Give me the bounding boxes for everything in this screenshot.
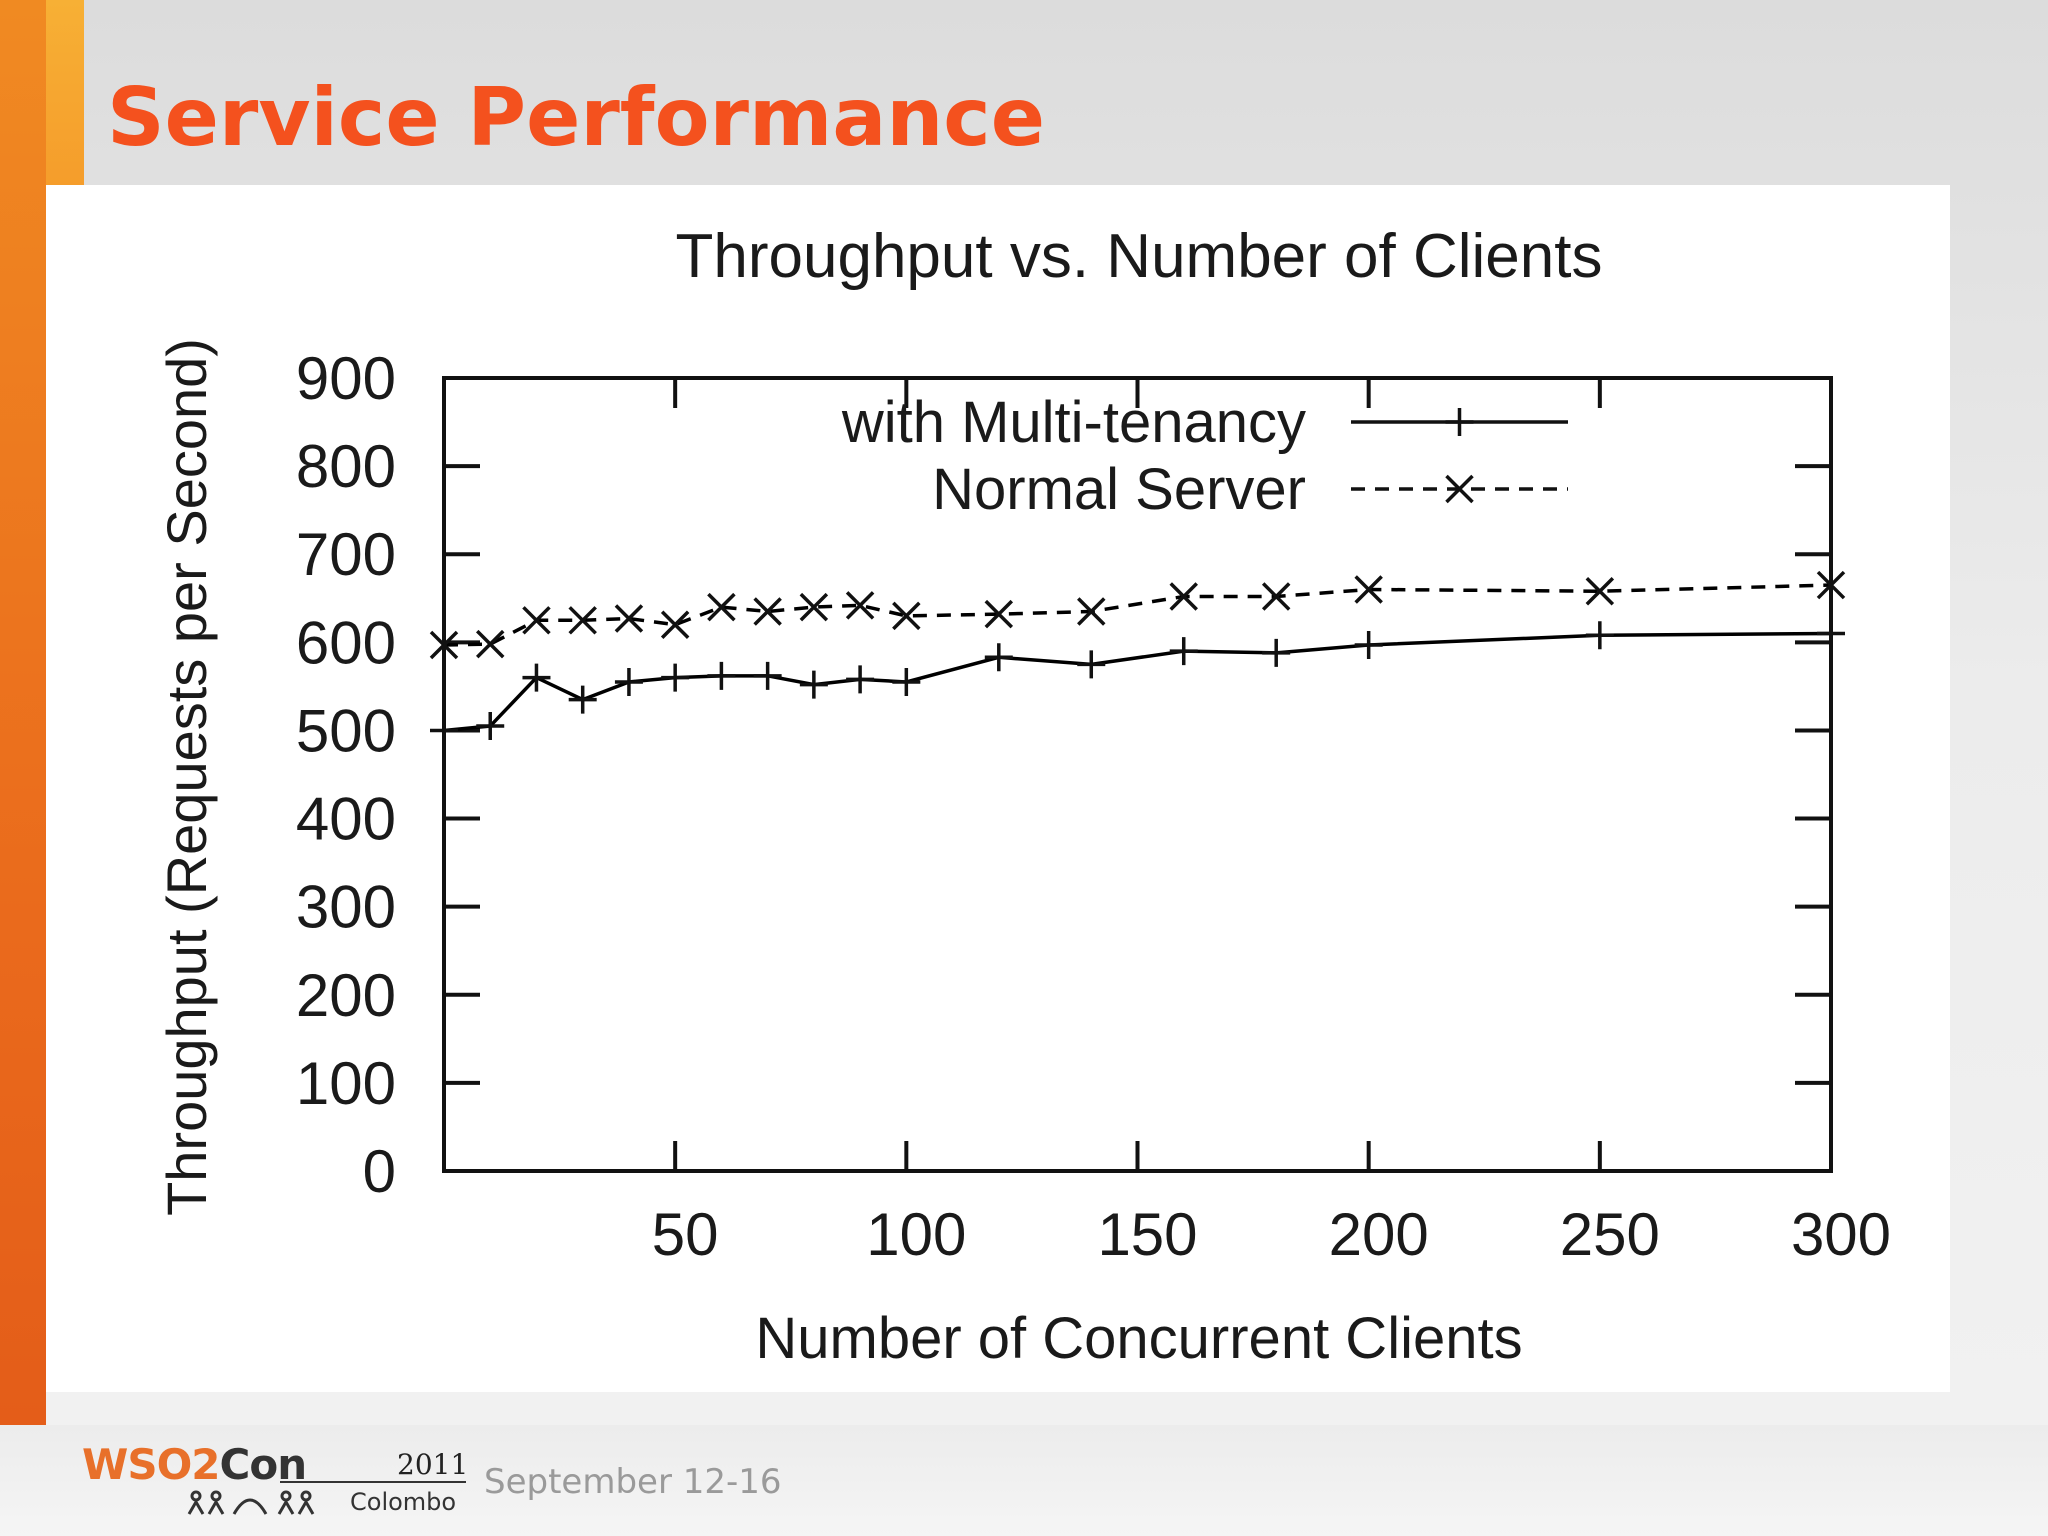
top-accent-bar <box>46 0 84 185</box>
series-normal-server <box>429 570 1846 660</box>
data-point-cross <box>614 604 644 633</box>
data-point-cross <box>429 630 459 660</box>
y-axis-label: Throughput (Requests per Second) <box>155 338 218 1216</box>
x-tick-label: 250 <box>1560 1201 1660 1268</box>
footer <box>0 1425 2048 1536</box>
logo-city: Colombo <box>350 1488 457 1516</box>
legend-marker-plus <box>1445 408 1474 436</box>
logo-wso2: WSO2 <box>82 1440 221 1489</box>
y-tick-label: 700 <box>296 521 396 588</box>
data-point-cross <box>799 592 829 622</box>
x-tick-label: 200 <box>1329 1201 1429 1268</box>
y-tick-label: 500 <box>296 697 396 764</box>
x-tick-label: 150 <box>1097 1201 1197 1268</box>
data-point-plus <box>1169 637 1198 666</box>
y-tick-label: 900 <box>296 345 396 412</box>
data-point-plus <box>799 670 828 699</box>
people-icon <box>187 1490 315 1515</box>
data-point-plus <box>568 685 597 714</box>
left-accent-bar <box>0 0 46 1536</box>
data-point-plus <box>1817 619 1845 648</box>
data-point-cross <box>707 592 736 622</box>
data-point-plus <box>476 712 505 741</box>
y-tick-label: 0 <box>363 1138 396 1205</box>
series-layer <box>429 570 1846 745</box>
data-point-plus <box>522 663 551 692</box>
logo-year: 2011 <box>397 1448 469 1481</box>
data-point-cross <box>845 591 875 620</box>
y-tick-label: 800 <box>296 433 396 500</box>
data-point-plus <box>1077 650 1106 679</box>
data-point-plus <box>1262 638 1291 667</box>
legend-label-normal-server: Normal Server <box>932 457 1306 522</box>
throughput-chart: Throughput vs. Number of Clients Through… <box>155 222 1891 1371</box>
data-point-cross <box>1169 582 1198 611</box>
slide-title: Service Performance <box>107 71 1045 164</box>
wso2con-logo: WSO2Con <box>82 1440 308 1489</box>
series-line <box>443 631 1832 733</box>
legend-label-multi-tenancy: with Multi-tenancy <box>841 390 1306 455</box>
y-tick-label: 400 <box>296 786 396 853</box>
data-point-plus <box>984 643 1013 672</box>
axes: 0 100 200 300 400 500 600 700 800 900 50 100 150 200 2… <box>296 345 1891 1268</box>
data-point-cross <box>1261 582 1291 611</box>
data-point-cross <box>892 601 921 631</box>
x-axis-label: Number of Concurrent Clients <box>755 1306 1522 1371</box>
legend-marker-cross <box>1445 474 1474 504</box>
data-point-cross <box>475 629 505 659</box>
data-point-plus <box>430 716 458 745</box>
data-point-plus <box>753 661 782 690</box>
chart-panel: Throughput vs. Number of Clients Through… <box>46 185 1950 1392</box>
data-point-cross <box>660 610 690 639</box>
data-point-cross <box>753 597 782 626</box>
data-point-plus <box>892 667 921 696</box>
data-point-cross <box>522 606 551 635</box>
data-point-plus <box>707 661 736 690</box>
chart-title: Throughput vs. Number of Clients <box>676 222 1603 291</box>
y-tick-label: 100 <box>296 1050 396 1117</box>
x-tick-label: 300 <box>1791 1201 1891 1268</box>
logo-con: Con <box>219 1440 308 1489</box>
legend: with Multi-tenancy Normal Server <box>841 390 1568 522</box>
data-point-plus <box>1354 630 1383 659</box>
data-point-cross <box>1077 597 1106 626</box>
data-point-plus <box>661 663 690 692</box>
data-point-plus <box>846 665 875 694</box>
data-point-plus <box>1585 621 1614 650</box>
data-point-cross <box>1354 575 1383 604</box>
data-point-cross <box>568 606 597 635</box>
event-dates: September 12-16 <box>484 1462 782 1502</box>
y-tick-label: 200 <box>296 962 396 1029</box>
series-multi-tenancy <box>430 619 1845 745</box>
data-point-plus <box>614 667 643 696</box>
data-point-cross <box>984 599 1014 629</box>
y-tick-label: 600 <box>296 609 396 676</box>
data-point-cross <box>1816 570 1846 600</box>
x-tick-label: 100 <box>866 1201 966 1268</box>
data-point-cross <box>1585 576 1615 606</box>
x-tick-label: 50 <box>652 1201 719 1268</box>
y-tick-label: 300 <box>296 874 396 941</box>
logo-divider <box>280 1481 466 1483</box>
